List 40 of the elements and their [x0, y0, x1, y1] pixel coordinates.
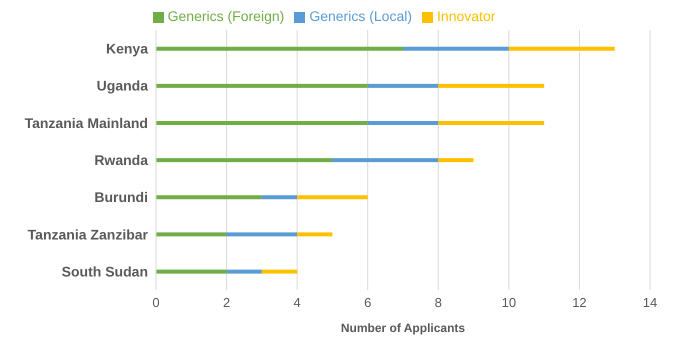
bar	[368, 121, 438, 125]
bar	[156, 232, 227, 236]
bar	[156, 270, 227, 274]
legend-label: Innovator	[437, 8, 496, 24]
x-axis-title: Number of Applicants	[340, 321, 466, 335]
bar	[262, 270, 298, 274]
bar	[156, 195, 262, 200]
bar	[156, 121, 368, 125]
legend-label: Generics (Foreign)	[168, 8, 284, 24]
x-tick-label: 2	[222, 295, 230, 310]
bar	[332, 158, 438, 162]
x-tick-label: 10	[502, 295, 516, 310]
bar	[438, 84, 544, 88]
x-tick-label: 4	[294, 295, 301, 310]
bar	[403, 46, 509, 51]
bar	[156, 158, 332, 162]
x-tick-label: 8	[434, 295, 442, 310]
y-tick-label: Tanzania Zanzibar	[28, 226, 149, 242]
y-tick-label: Burundi	[94, 189, 148, 206]
bar	[262, 195, 298, 200]
bar	[226, 270, 262, 274]
bar	[508, 46, 615, 51]
bar	[226, 232, 298, 236]
legend-label: Generics (Local)	[309, 8, 412, 24]
bar	[368, 84, 438, 88]
bar	[438, 121, 544, 125]
x-tick-label: 0	[152, 295, 160, 310]
bar	[297, 232, 332, 236]
bar	[156, 84, 368, 88]
bar	[438, 158, 474, 162]
x-tick-label: 12	[572, 295, 587, 310]
x-tick-label: 6	[364, 295, 372, 310]
bar	[156, 46, 403, 51]
y-tick-label: Kenya	[106, 40, 148, 57]
bar	[297, 195, 368, 200]
y-tick-label: Rwanda	[94, 152, 148, 168]
y-tick-label: Uganda	[96, 78, 148, 94]
y-tick-label: South Sudan	[62, 263, 148, 280]
y-tick-label: Tanzania Mainland	[24, 114, 148, 131]
x-tick-label: 14	[642, 295, 658, 310]
